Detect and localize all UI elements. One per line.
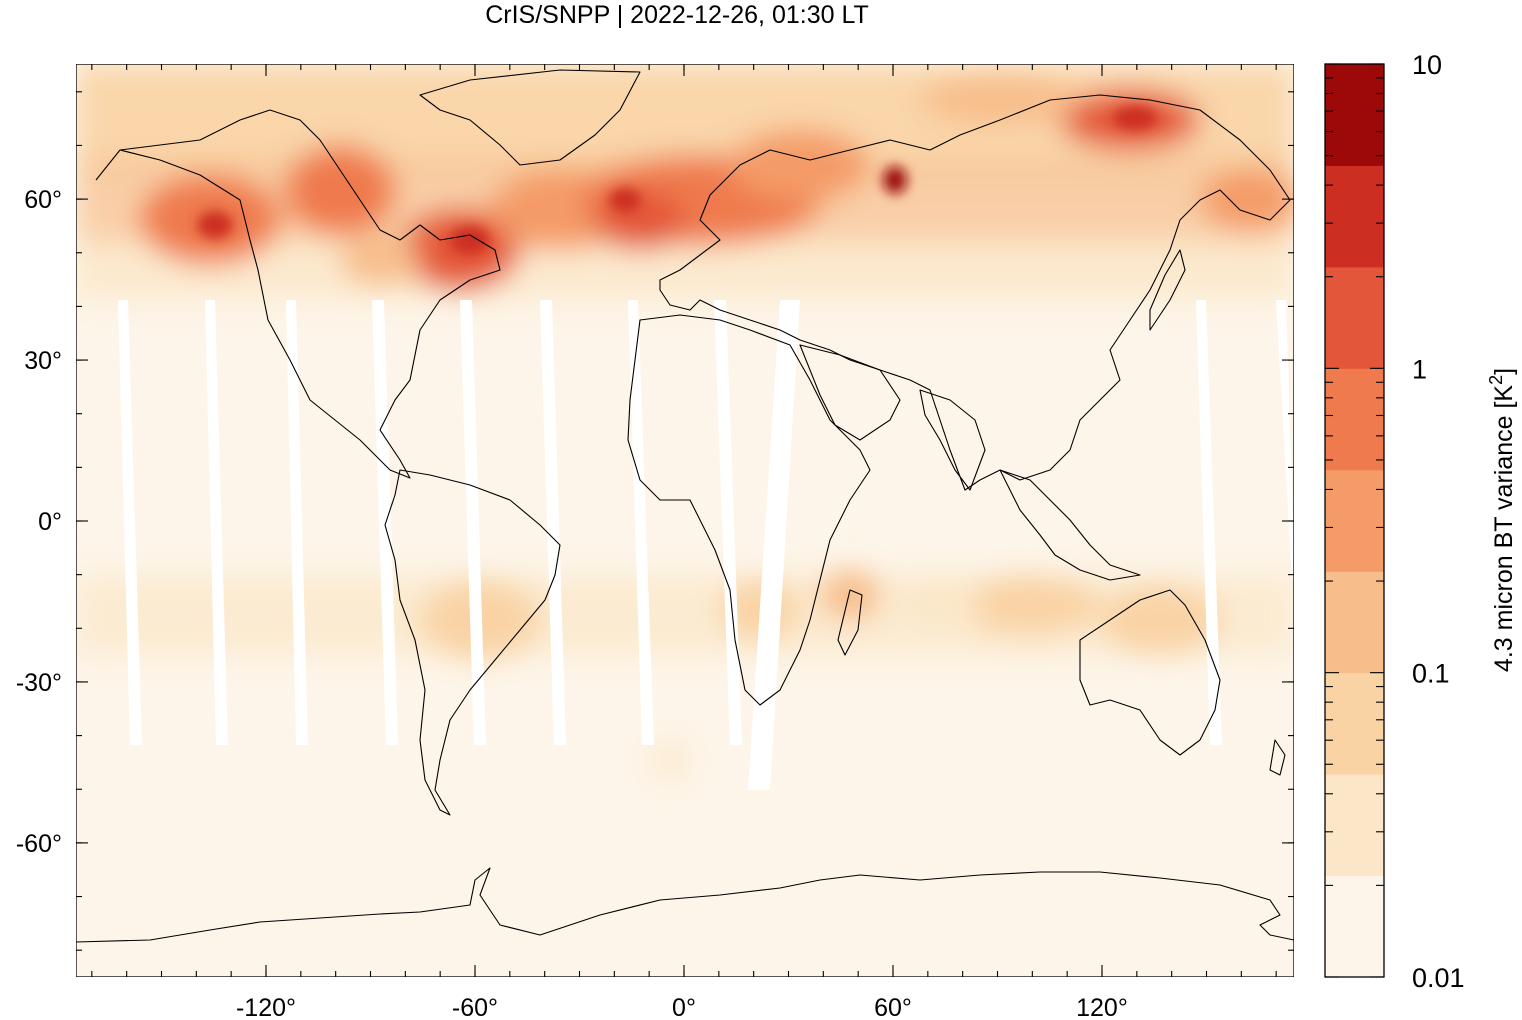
coast-australia xyxy=(1079,589,1221,756)
coast-south-america xyxy=(384,469,561,816)
colorbar-level xyxy=(1325,165,1384,268)
colorbar-labels: 10 1 0.1 0.01 xyxy=(1412,50,1465,993)
colorbar-level xyxy=(1325,875,1384,978)
colorbar-level xyxy=(1325,571,1384,674)
map-panel xyxy=(76,64,1294,977)
x-tick-label: -60° xyxy=(452,994,498,1020)
coast-japan xyxy=(1149,249,1186,331)
colorbar-tick-label: 1 xyxy=(1412,354,1427,384)
coast-arabia xyxy=(799,344,901,441)
y-tick-label: 60° xyxy=(24,186,62,214)
colorbar-level xyxy=(1325,469,1384,572)
colorbar-title: 4.3 micron BT variance [K2] xyxy=(1486,368,1518,672)
coast-antarctica xyxy=(76,867,1294,943)
colorbar-levels xyxy=(1325,64,1384,978)
x-axis-labels: -120° -60° 0° 60° 120° xyxy=(236,994,1128,1020)
colorbar-tick-label: 0.1 xyxy=(1412,659,1450,689)
colorbar-frame xyxy=(1324,63,1385,978)
orbit-gaps xyxy=(118,300,1294,790)
colorbar-level xyxy=(1325,64,1384,166)
colorbar-tick-label: 10 xyxy=(1412,50,1442,80)
coast-greenland xyxy=(419,69,641,166)
colorbar-tick-label: 0.01 xyxy=(1412,963,1465,993)
coast-india xyxy=(919,389,986,491)
colorbar-level xyxy=(1325,774,1384,877)
x-tick-label: 60° xyxy=(874,994,912,1020)
coast-new-zealand xyxy=(1269,739,1286,776)
variance-hotspots xyxy=(197,106,1157,254)
y-axis-labels: 60° 30° 0° -30° -60° xyxy=(16,186,62,858)
coastlines xyxy=(76,69,1294,943)
x-tick-label: 120° xyxy=(1076,994,1128,1020)
y-tick-label: -30° xyxy=(16,669,62,697)
colorbar-level xyxy=(1325,266,1384,369)
coast-europe xyxy=(659,94,1291,491)
map-ticks xyxy=(76,64,1294,977)
colorbar-level xyxy=(1325,368,1384,471)
coast-southeast-asia xyxy=(999,469,1141,581)
colorbar-level xyxy=(1325,672,1384,775)
coast-africa xyxy=(627,314,871,706)
variance-field-north xyxy=(76,64,1294,300)
x-tick-label: -120° xyxy=(236,994,296,1020)
x-tick-label: 0° xyxy=(672,994,696,1020)
map-title: CrIS/SNPP | 2022-12-26, 01:30 LT xyxy=(485,1,869,29)
colorbar: 10 1 0.1 0.01 4.3 micron BT variance [K2] xyxy=(1324,50,1518,993)
y-tick-label: 30° xyxy=(24,347,62,375)
y-tick-label: 0° xyxy=(38,508,62,536)
y-tick-label: -60° xyxy=(16,830,62,858)
coast-madagascar xyxy=(837,589,863,656)
coast-north-america xyxy=(95,109,501,479)
